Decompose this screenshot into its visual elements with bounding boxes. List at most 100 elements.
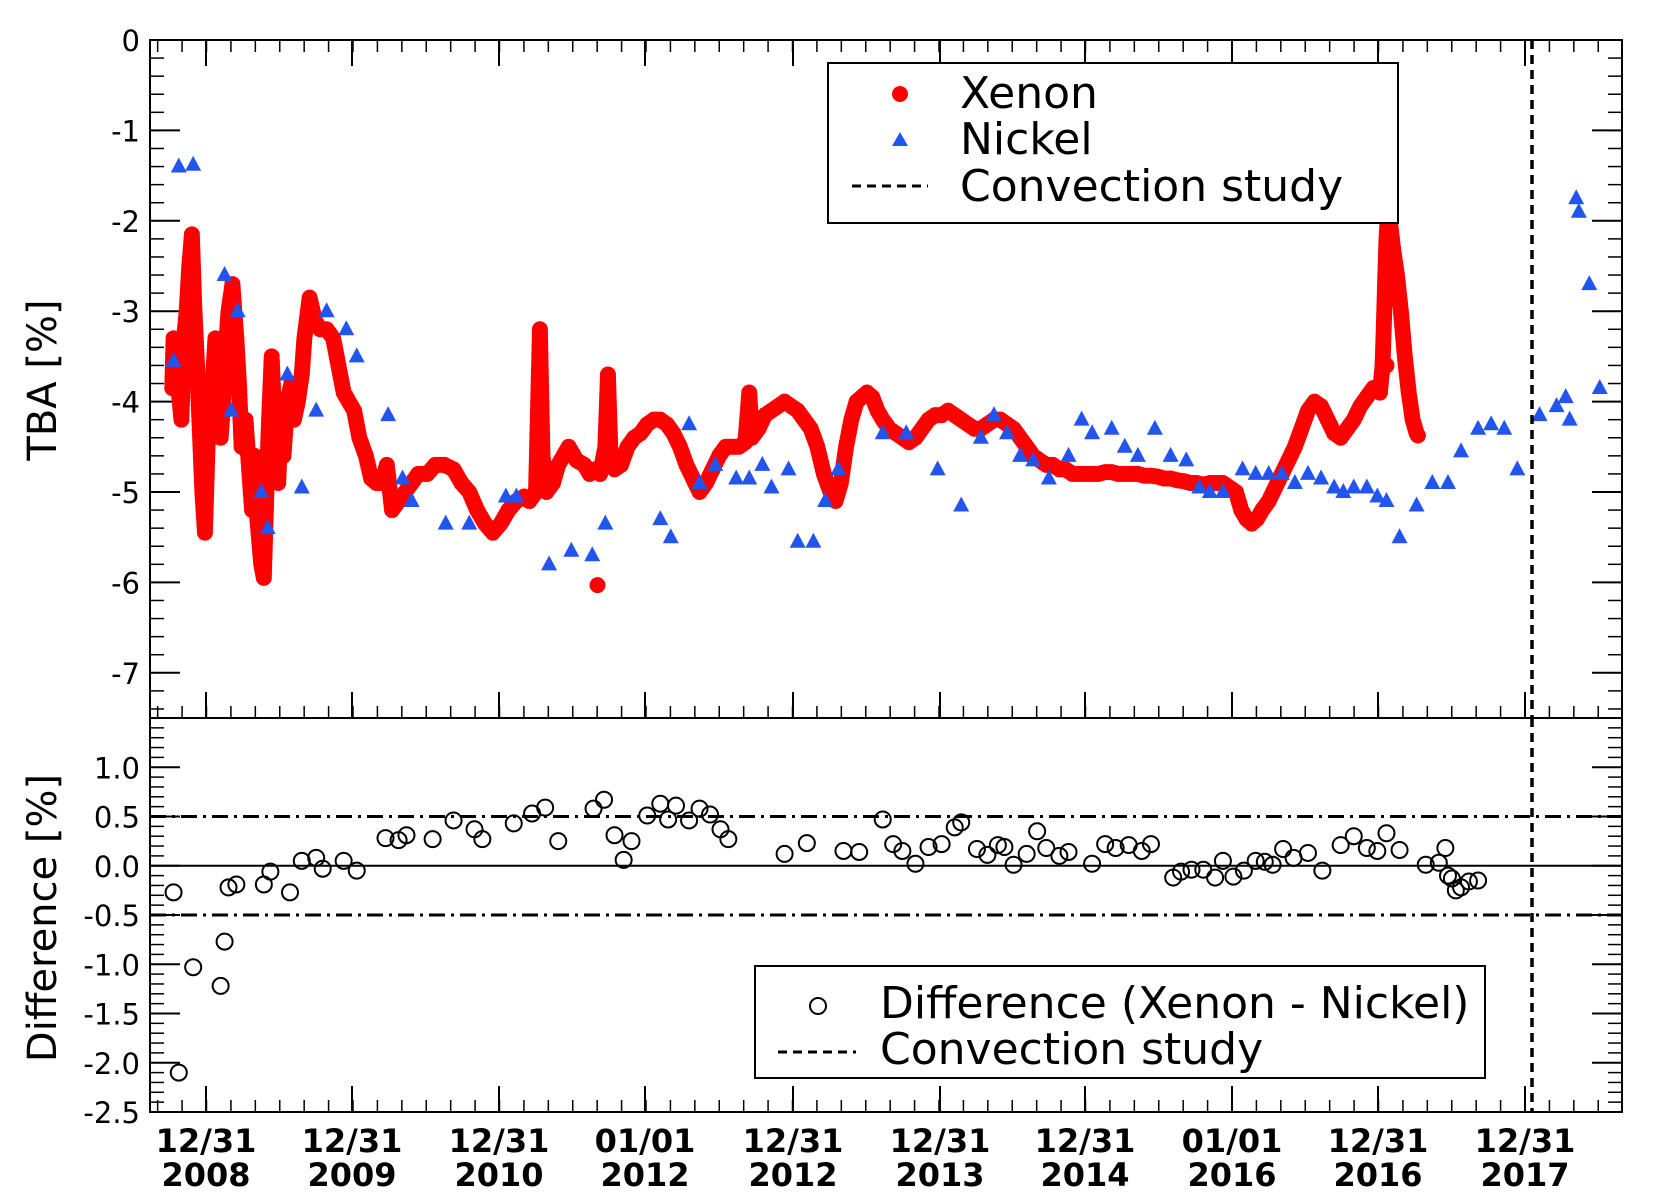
nickel-point [929,460,946,476]
difference-point [1224,867,1243,886]
x-tick-label-date: 01/01 [595,1122,696,1160]
nickel-point [707,455,724,471]
x-tick-label-date: 12/31 [1035,1122,1136,1160]
bottom-y-tick-label: -1.5 [83,998,140,1032]
nickel-point [830,460,847,476]
difference-point [638,806,657,825]
bottom-y-tick-label: -0.5 [83,899,140,933]
difference-point [1004,855,1023,874]
nickel-point [318,302,335,318]
nickel-point [1273,464,1290,480]
nickel-point [805,532,822,548]
difference-point [1246,851,1265,870]
nickel-point [662,528,679,544]
difference-point [164,883,183,902]
nickel-point [293,478,310,494]
difference-point [1263,855,1282,874]
nickel-point [380,406,397,422]
difference-point [1255,852,1274,871]
difference-point [622,832,641,851]
bottom-y-axis-title: Difference [%] [20,774,66,1062]
top-y-tick-label: -5 [111,476,140,510]
difference-point [281,883,300,902]
difference-point [211,976,230,995]
difference-point [1106,839,1125,858]
nickel-point [338,320,355,336]
top-y-tick-label: -3 [111,295,140,329]
nickel-point [1040,469,1057,485]
nickel-point [394,469,411,485]
legend-difference-marker [809,997,827,1015]
difference-point [1459,872,1478,891]
nickel-point [403,492,420,508]
difference-point [1172,862,1191,881]
nickel-point [874,424,891,440]
top-panel: 0 -1 -2 -3 -4 -5 -6 -7 [111,24,1623,719]
top-y-tick-label: -6 [111,566,140,600]
difference-point [1213,851,1232,870]
difference-point [227,875,246,894]
difference-point [1017,844,1036,863]
difference-point [614,850,633,869]
difference-point [219,878,238,897]
top-y-axis-title: TBA [%] [20,299,66,461]
nickel-point [789,532,806,548]
nickel-point [1439,473,1456,489]
top-legend: Xenon Nickel Convection study [827,62,1399,224]
difference-point [473,830,492,849]
x-tick-label-date: 12/31 [156,1122,257,1160]
nickel-point [348,347,365,363]
difference-point [834,841,853,860]
difference-point [605,826,624,845]
difference-point [376,829,395,848]
difference-point [893,841,912,860]
nickel-point [216,266,233,282]
nickel-point [1326,478,1343,494]
difference-point [1357,839,1376,858]
nickel-point [1424,473,1441,489]
bottom-y-tick-label: -2.5 [83,1096,140,1130]
difference-point [184,958,203,977]
x-tick-label-year: 2016 [1333,1156,1422,1194]
x-tick-label-year: 2008 [161,1156,250,1194]
bottom-legend: Difference (Xenon - Nickel) Convection s… [754,965,1486,1079]
nickel-point [229,302,246,318]
nickel-point [972,428,989,444]
top-y-tick-label: 0 [122,24,140,58]
difference-point [666,796,685,815]
difference-point [313,859,332,878]
difference-point [1234,861,1253,880]
x-tick-label-year: 2012 [600,1156,689,1194]
nickel-point [780,460,797,476]
nickel-point [1178,451,1195,467]
nickel-point [1129,446,1146,462]
difference-point [1368,841,1387,860]
difference-point [1141,835,1160,854]
difference-point [397,826,416,845]
nickel-point [1260,464,1277,480]
nickel-point [308,401,325,417]
difference-point [995,838,1014,857]
legend-convection-label: Convection study [960,161,1343,212]
nickel-point [1561,410,1578,426]
x-tick-label-date: 12/31 [1475,1122,1576,1160]
nickel-point [1191,478,1208,494]
nickel-point [1162,446,1179,462]
nickel-point [1060,446,1077,462]
difference-point [1132,841,1151,860]
difference-point [169,1063,188,1082]
nickel-point [165,351,182,367]
x-tick-label-year: 2013 [895,1156,984,1194]
nickel-point [1286,473,1303,489]
nickel-point [1509,460,1526,476]
difference-point [1194,860,1213,879]
bottom-y-tick-label: 0.0 [94,850,140,884]
difference-point [334,851,353,870]
difference-point [884,835,903,854]
nickel-point [1084,424,1101,440]
bottom-legend-box [754,965,1486,1079]
difference-point [919,838,938,857]
difference-point [680,811,699,830]
nickel-point [1012,446,1029,462]
xenon-point [1409,427,1426,444]
